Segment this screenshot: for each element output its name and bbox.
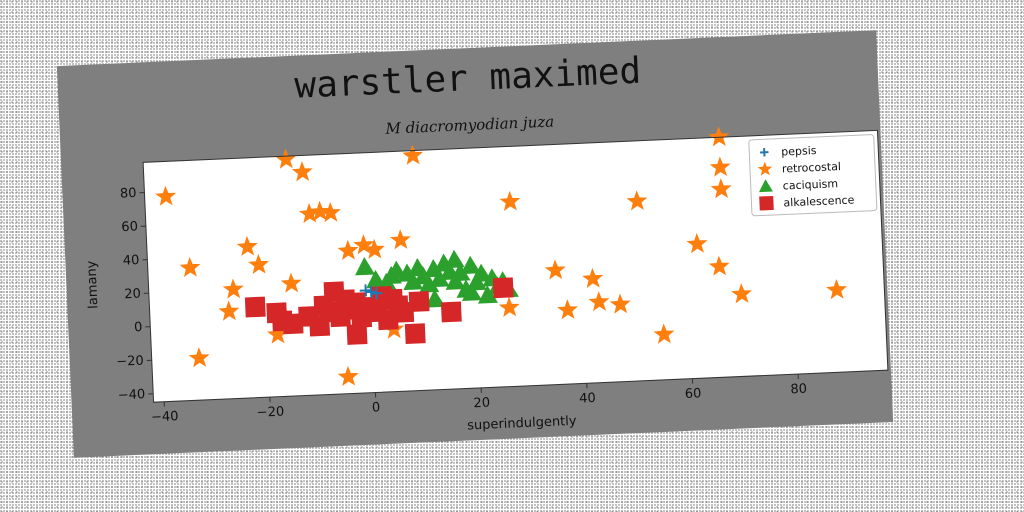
x-tick-label: −20	[256, 404, 284, 420]
legend-label-pepsis: pepsis	[781, 144, 817, 159]
data-marks	[155, 126, 854, 387]
retrocostal-point	[337, 239, 359, 261]
retrocostal-point	[708, 126, 730, 147]
y-tick-label: −20	[116, 354, 144, 370]
retrocostal-point	[544, 259, 566, 280]
legend-marker-retrocostal	[757, 161, 773, 176]
plot-frame	[142, 129, 889, 403]
legend-box	[748, 134, 878, 217]
legend-label-alkalescence: alkalescence	[783, 193, 855, 209]
retrocostal-point	[298, 202, 320, 224]
alkalescence-point	[282, 313, 304, 335]
caciquism-point	[460, 255, 481, 275]
alkalescence-point	[492, 277, 514, 299]
retrocostal-point	[557, 299, 579, 320]
retrocostal-point	[653, 323, 675, 344]
retrocostal-point	[309, 200, 331, 221]
alkalescence-point	[440, 301, 462, 323]
legend-label-retrocostal: retrocostal	[782, 160, 842, 176]
caciquism-point	[462, 282, 483, 301]
retrocostal-point	[709, 156, 731, 177]
retrocostal-point	[280, 272, 302, 293]
y-tick-label: −40	[118, 387, 146, 403]
retrocostal-point	[499, 190, 521, 211]
y-tick-label: 60	[121, 219, 138, 235]
caciquism-point	[429, 268, 450, 288]
retrocostal-point	[188, 347, 210, 368]
pepsis-point	[365, 285, 378, 298]
x-tick-label: 80	[790, 382, 807, 398]
retrocostal-point	[218, 300, 240, 321]
retrocostal-point	[588, 291, 610, 312]
retrocostal-point	[275, 148, 297, 169]
caciquism-point	[355, 256, 376, 276]
caciquism-point	[478, 285, 499, 304]
retrocostal-point	[710, 178, 732, 199]
legend-marker-alkalescence	[759, 195, 774, 211]
retrocostal-point	[222, 278, 244, 299]
retrocostal-point	[363, 238, 385, 259]
alkalescence-point	[346, 324, 368, 345]
legend-label-caciquism: caciquism	[782, 177, 838, 192]
x-tick-label: 0	[372, 400, 381, 415]
retrocostal-point	[337, 365, 359, 387]
caciquism-point	[419, 274, 440, 293]
retrocostal-point	[179, 256, 201, 278]
caciquism-point	[425, 289, 446, 308]
retrocostal-point	[319, 202, 341, 223]
chart-title: warstler maximed	[294, 51, 642, 107]
pepsis-point	[370, 287, 383, 300]
retrocostal-point	[626, 190, 648, 211]
caciquism-point	[403, 271, 424, 291]
retrocostal-point	[155, 185, 177, 206]
legend-marker-pepsis	[760, 148, 769, 157]
retrocostal-point	[498, 296, 520, 317]
retrocostal-point	[582, 267, 604, 289]
alkalescence-point	[404, 323, 426, 345]
legend-marker-caciquism	[759, 179, 773, 193]
axes: −40 −20 0 20 40 60 80 −40 −20 0 20 40 60 80	[116, 186, 807, 425]
alkalescence-point	[408, 291, 430, 312]
retrocostal-point	[248, 253, 270, 275]
caciquism-point	[471, 263, 492, 283]
retrocostal-point	[708, 255, 730, 276]
retrocostal-point	[267, 323, 288, 344]
retrocostal-point	[686, 233, 708, 254]
retrocostal-point	[826, 279, 848, 300]
x-tick-label: −40	[151, 409, 179, 425]
alkalescence-point	[393, 301, 415, 323]
pepsis-point	[359, 284, 372, 297]
retrocostal-point	[389, 229, 411, 250]
retrocostal-point	[402, 144, 424, 165]
retrocostal-point	[291, 161, 313, 182]
retrocostal-point	[609, 293, 631, 314]
chart-figure: warstler maximed M diacromyodian juza −4…	[56, 30, 894, 458]
x-tick-label: 20	[473, 396, 490, 412]
retrocostal-point	[731, 283, 752, 304]
y-tick-label: 0	[134, 320, 143, 335]
x-axis-label: superindulgently	[467, 414, 577, 434]
x-tick-label: 40	[579, 391, 596, 407]
x-tick-label: 60	[685, 386, 702, 402]
y-tick-label: 80	[120, 186, 137, 202]
y-tick-label: 40	[123, 253, 140, 269]
chart-subtitle: M diacromyodian juza	[384, 112, 554, 137]
caciquism-point	[450, 262, 471, 282]
scatter-chart: warstler maximed M diacromyodian juza −4…	[84, 51, 889, 434]
y-axis-label: lamany	[84, 260, 101, 309]
retrocostal-point	[236, 235, 258, 257]
alkalescence-point	[244, 296, 266, 318]
y-tick-label: 20	[124, 287, 141, 303]
